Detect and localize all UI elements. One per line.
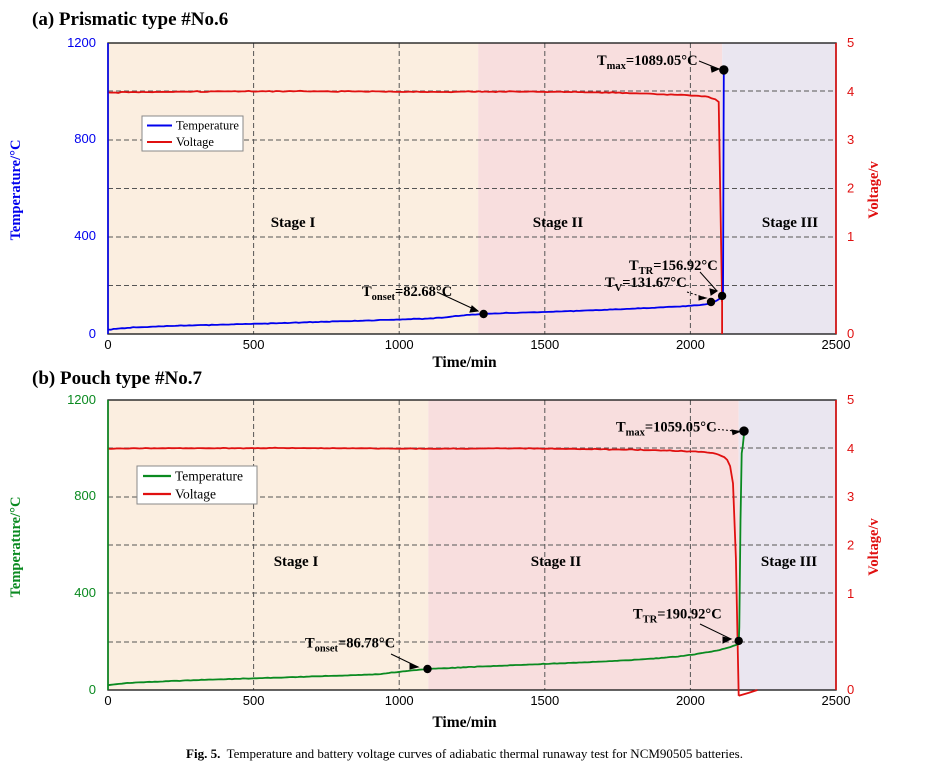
svg-text:Voltage: Voltage (176, 135, 214, 149)
svg-text:0: 0 (847, 682, 854, 697)
svg-text:Stage III: Stage III (761, 554, 817, 570)
svg-text:Temperature/°C: Temperature/°C (8, 140, 24, 241)
svg-text:800: 800 (74, 131, 96, 146)
svg-text:Stage I: Stage I (274, 554, 319, 570)
svg-text:0: 0 (104, 693, 111, 708)
svg-text:2000: 2000 (676, 693, 705, 708)
svg-text:4: 4 (847, 441, 854, 456)
svg-text:0: 0 (847, 326, 854, 341)
svg-text:500: 500 (243, 337, 265, 350)
svg-text:Voltage: Voltage (175, 487, 216, 502)
svg-text:1000: 1000 (385, 693, 414, 708)
svg-text:Temperature: Temperature (176, 119, 239, 133)
svg-text:400: 400 (74, 228, 96, 243)
svg-text:Stage III: Stage III (762, 215, 818, 231)
svg-text:Temperature/°C: Temperature/°C (8, 497, 24, 598)
svg-text:4: 4 (847, 84, 854, 99)
svg-text:5: 5 (847, 392, 854, 407)
svg-text:3: 3 (847, 132, 854, 147)
svg-text:0: 0 (104, 337, 111, 350)
svg-text:1: 1 (847, 586, 854, 601)
svg-text:2: 2 (847, 181, 854, 196)
svg-text:2: 2 (847, 538, 854, 553)
svg-text:Stage I: Stage I (271, 215, 316, 231)
svg-text:Voltage/v: Voltage/v (866, 518, 882, 576)
svg-text:3: 3 (847, 489, 854, 504)
svg-text:1200: 1200 (67, 35, 96, 50)
svg-text:0: 0 (89, 682, 96, 697)
svg-text:Voltage/v: Voltage/v (866, 161, 882, 219)
svg-text:800: 800 (74, 488, 96, 503)
svg-text:1500: 1500 (530, 693, 559, 708)
svg-text:1: 1 (847, 229, 854, 244)
svg-text:1200: 1200 (67, 392, 96, 407)
svg-text:Stage II: Stage II (533, 215, 584, 231)
svg-text:0: 0 (89, 326, 96, 341)
svg-text:1500: 1500 (530, 337, 559, 350)
svg-text:400: 400 (74, 585, 96, 600)
svg-text:2000: 2000 (676, 337, 705, 350)
svg-text:Stage II: Stage II (531, 554, 582, 570)
svg-text:500: 500 (243, 693, 265, 708)
svg-text:1000: 1000 (385, 337, 414, 350)
svg-text:Temperature: Temperature (175, 469, 243, 484)
svg-text:5: 5 (847, 35, 854, 50)
